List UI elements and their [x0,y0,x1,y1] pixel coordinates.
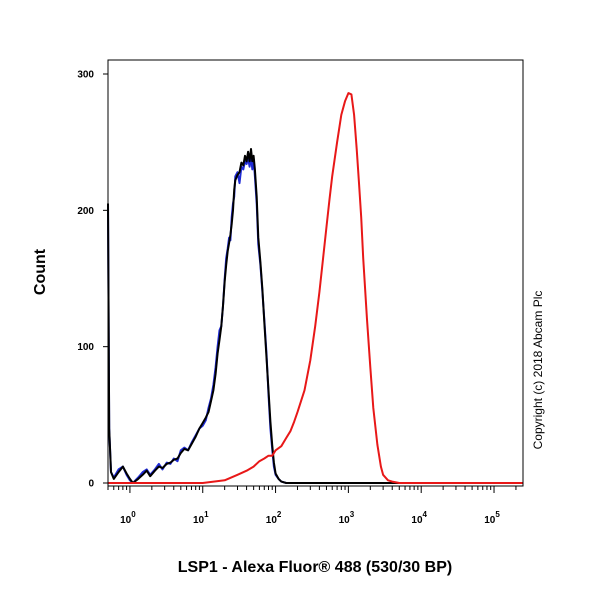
x-tick-label: 100 [120,510,136,526]
x-tick-label: 104 [411,510,427,526]
histogram-series-3 [108,92,523,484]
copyright-annotation: Copyright (c) 2018 Abcam Plc [531,291,545,450]
x-axis-title: LSP1 - Alexa Fluor® 488 (530/30 BP) [178,559,452,576]
y-tick-label: 0 [88,479,94,490]
y-tick-label: 300 [77,70,94,81]
x-tick-label: 103 [339,510,355,526]
series-layer [107,92,523,484]
y-tick-label: 100 [77,342,94,353]
y-axis-title: Count [32,248,49,295]
x-axis: 100 101 102 103 104 105 [107,486,517,526]
x-tick-label: 102 [266,510,282,526]
x-tick-label: 105 [484,510,500,526]
y-axis: 0 100 200 300 [77,70,108,490]
plot-frame [107,59,524,487]
x-tick-label: 101 [193,510,209,526]
histogram-series-2 [107,148,523,484]
y-tick-label: 200 [77,206,94,217]
